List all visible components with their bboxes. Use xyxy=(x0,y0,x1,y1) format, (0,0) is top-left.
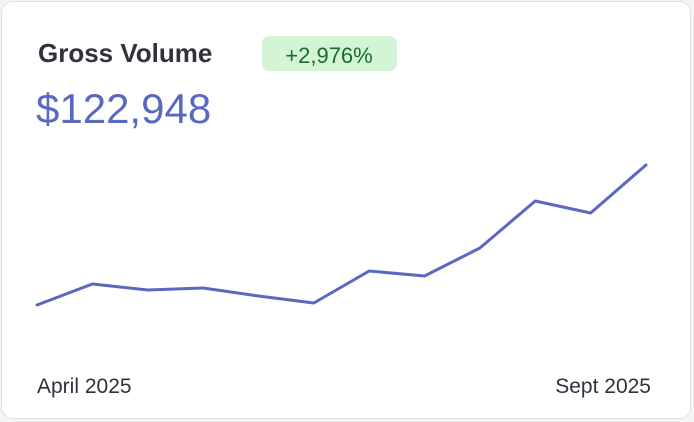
chart-title: Gross Volume xyxy=(38,38,212,68)
badge-bg xyxy=(262,36,397,71)
badge: +2,976% xyxy=(285,43,372,68)
line xyxy=(35,163,648,307)
x-tick-label: Sept 2025 xyxy=(555,375,651,398)
x-tick-label: April 2025 xyxy=(37,375,132,398)
total: $122,948 xyxy=(36,85,211,132)
